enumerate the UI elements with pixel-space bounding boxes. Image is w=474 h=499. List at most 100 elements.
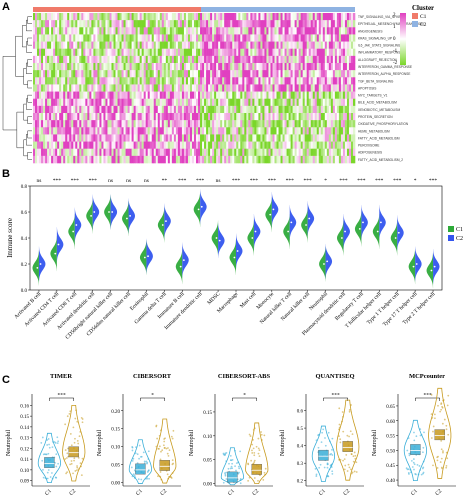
heatmap-cell [318, 113, 322, 121]
heatmap-cell [258, 20, 261, 28]
heatmap-cell [99, 127, 102, 135]
heatmap-cell [280, 41, 283, 50]
heatmap-cell [224, 141, 227, 150]
heatmap-cell [137, 141, 140, 150]
heatmap-cell [113, 91, 116, 100]
heatmap-cell [181, 155, 185, 164]
heatmap-cell [171, 55, 175, 64]
heatmap-cell [153, 27, 157, 35]
violin-outline-c1 [220, 447, 244, 486]
violin-c2-median [57, 243, 60, 246]
heatmap-cell [284, 134, 287, 142]
heatmap-cell [326, 20, 330, 28]
heatmap-cell [103, 55, 106, 64]
heatmap-cell [254, 34, 257, 42]
heatmap-cell [226, 105, 229, 114]
heatmap-cell [336, 55, 340, 64]
heatmap-cell [352, 148, 356, 157]
heatmap-cell [202, 105, 205, 114]
heatmap-cell [157, 70, 161, 78]
heatmap-cell [336, 134, 340, 142]
heatmap-cell [115, 120, 118, 128]
heatmap-cell [73, 34, 76, 42]
heatmap-cell [141, 27, 144, 35]
heatmap-cell [57, 34, 60, 42]
heatmap-cell [123, 84, 126, 92]
heatmap-cell [105, 127, 108, 135]
scale-bar [400, 13, 406, 65]
heatmap-cell [67, 141, 70, 150]
heatmap-cell [125, 70, 128, 78]
heatmap-cell [308, 27, 312, 35]
heatmap-cell [252, 77, 255, 85]
heatmap-cell [79, 41, 82, 50]
heatmap-cell [155, 134, 159, 142]
data-point [81, 418, 84, 420]
significance-label: ns [144, 178, 149, 184]
data-point [407, 437, 410, 439]
heatmap-cell [187, 13, 191, 21]
heatmap-cell [57, 77, 60, 85]
heatmap-cell [67, 84, 70, 92]
heatmap-cell [300, 77, 303, 85]
heatmap-cell [171, 27, 175, 35]
heatmap-cell [121, 141, 124, 150]
heatmap-cell [183, 113, 187, 121]
heatmap-cell [145, 48, 149, 57]
heatmap-cell [87, 155, 90, 164]
heatmap-cell [181, 98, 185, 107]
heatmap-cell [115, 20, 118, 28]
heatmap-cell [304, 120, 307, 128]
heatmap-cell [83, 13, 86, 21]
box-c2 [68, 446, 79, 458]
heatmap-cell [292, 84, 295, 92]
heatmap-cell [258, 41, 261, 50]
data-point [64, 449, 67, 451]
heatmap-cell [232, 34, 235, 42]
heatmap-cell [175, 34, 179, 42]
heatmap-cell [200, 98, 203, 107]
heatmap-cell [53, 63, 56, 71]
heatmap-cell [59, 34, 62, 42]
heatmap-cell [246, 113, 249, 121]
heatmap-cell [304, 105, 307, 114]
data-point [338, 435, 340, 438]
heatmap-cell [204, 98, 207, 107]
heatmap-cell [266, 27, 269, 35]
heatmap-cell [312, 155, 316, 164]
heatmap-cell [300, 134, 303, 142]
heatmap-cell [109, 134, 112, 142]
heatmap-cell [153, 134, 157, 142]
heatmap-cell [198, 141, 201, 150]
violin-c1-median [430, 269, 433, 272]
heatmap-cell [129, 13, 132, 21]
heatmap-cell [73, 141, 76, 150]
heatmap-cell [332, 148, 336, 157]
heatmap-cell [248, 141, 251, 150]
heatmap-cell [336, 34, 340, 42]
violin-c1-median [179, 265, 182, 268]
heatmap-cell [324, 113, 328, 121]
heatmap-cell [51, 127, 54, 135]
heatmap-cell [288, 91, 291, 100]
box-c1 [318, 449, 329, 461]
violin-outline-c1 [311, 425, 336, 482]
heatmap-cell [99, 77, 102, 85]
heatmap-cell [324, 70, 328, 78]
heatmap-cell [294, 13, 297, 21]
heatmap-cell [332, 134, 336, 142]
heatmap-cell [298, 70, 301, 78]
data-point [350, 468, 352, 471]
heatmap-cell [73, 134, 76, 142]
heatmap-cell [79, 105, 82, 114]
heatmap-cell [175, 141, 179, 150]
heatmap-cell [191, 113, 195, 121]
x-tick-label: C1 [318, 488, 327, 497]
data-point [222, 481, 225, 484]
heatmap-cell [131, 155, 134, 164]
heatmap-cell [59, 27, 62, 35]
violin-c2-median [111, 211, 114, 213]
heatmap-cell [63, 155, 66, 164]
heatmap-cell [200, 34, 203, 42]
heatmap-cell [274, 134, 277, 142]
